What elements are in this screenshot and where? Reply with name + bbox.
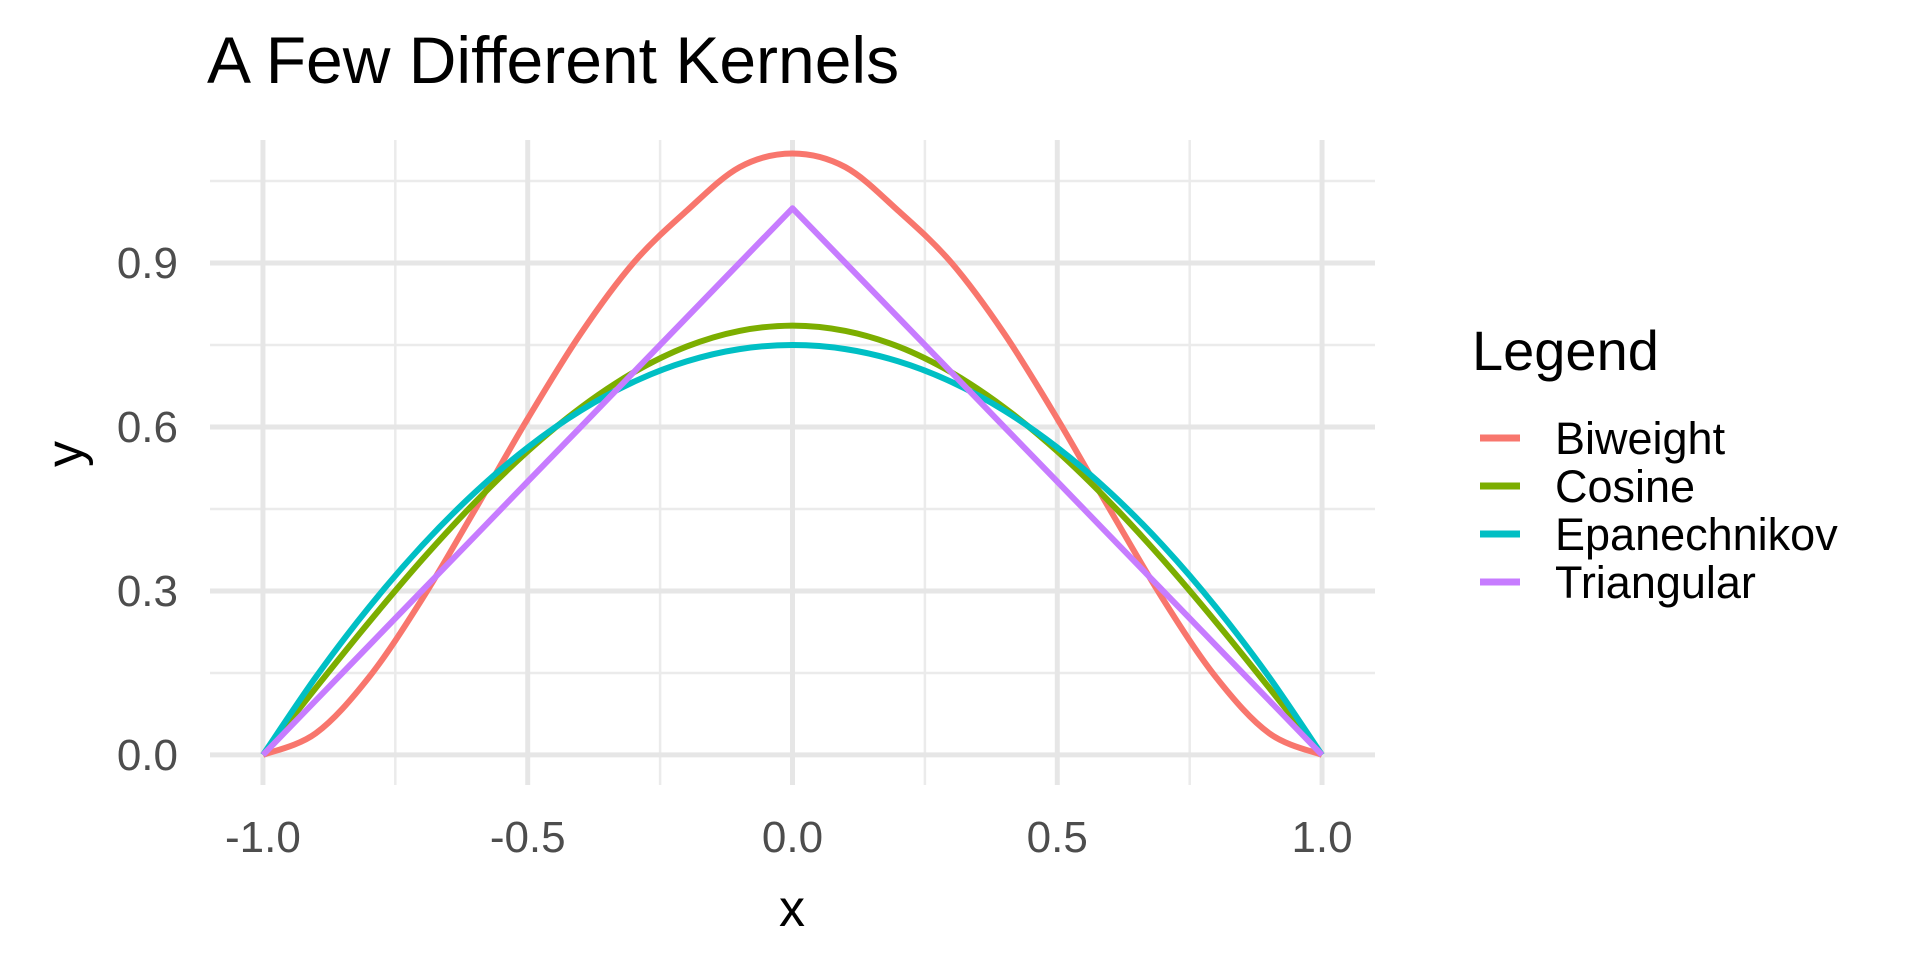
legend-title: Legend — [1472, 319, 1659, 382]
series-lines — [260, 150, 1325, 758]
y-tick-label: 0.3 — [117, 567, 178, 616]
legend-label-epanechnikov: Epanechnikov — [1555, 509, 1838, 560]
x-tick-label: 0.5 — [1027, 813, 1088, 862]
x-tick-label: 0.0 — [762, 813, 823, 862]
grid-lines — [210, 140, 1375, 785]
y-axis-title: y — [36, 441, 94, 467]
x-tick-label: -0.5 — [490, 813, 566, 862]
series-line-biweight — [261, 150, 1324, 758]
x-tick-label: -1.0 — [225, 813, 301, 862]
legend-label-cosine: Cosine — [1555, 461, 1695, 512]
series-line-triangular — [260, 205, 1325, 757]
y-tick-label: 0.0 — [117, 731, 178, 780]
series-line-epanechnikov — [260, 342, 1325, 757]
y-tick-label: 0.6 — [117, 403, 178, 452]
chart-title: A Few Different Kernels — [207, 23, 900, 97]
legend: Legend BiweightCosineEpanechnikovTriangu… — [1472, 319, 1838, 608]
series-line-cosine — [260, 322, 1325, 757]
y-tick-label: 0.9 — [117, 239, 178, 288]
x-tick-label: 1.0 — [1291, 813, 1352, 862]
legend-label-triangular: Triangular — [1555, 557, 1756, 608]
x-axis-title: x — [779, 880, 805, 938]
tick-labels: -1.0 -0.5 0.0 0.5 1.0 0.0 0.3 0.6 0.9 — [117, 239, 1353, 862]
legend-label-biweight: Biweight — [1555, 413, 1726, 464]
